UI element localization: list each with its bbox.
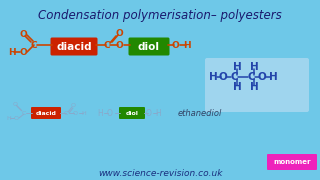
Text: O: O (146, 109, 152, 118)
FancyBboxPatch shape (267, 154, 317, 170)
Text: H: H (82, 111, 86, 116)
Text: O: O (171, 40, 179, 50)
Text: O: O (20, 48, 28, 57)
Text: H: H (155, 109, 161, 118)
Text: O: O (14, 116, 19, 120)
Text: H: H (233, 82, 241, 92)
Text: C: C (22, 111, 26, 116)
FancyBboxPatch shape (205, 58, 309, 112)
Text: O: O (115, 40, 123, 50)
Text: O: O (70, 102, 76, 107)
Text: H: H (233, 62, 241, 72)
Text: O: O (19, 30, 27, 39)
Text: ethanediol: ethanediol (178, 109, 222, 118)
Text: diacid: diacid (36, 111, 56, 116)
Text: www.science-revision.co.uk: www.science-revision.co.uk (98, 168, 222, 177)
Text: H: H (183, 40, 191, 50)
Text: H: H (250, 62, 258, 72)
FancyBboxPatch shape (129, 37, 170, 55)
Text: H: H (6, 116, 11, 120)
Text: monomer: monomer (273, 159, 311, 165)
Text: O: O (258, 72, 266, 82)
FancyBboxPatch shape (119, 107, 145, 119)
Text: H: H (250, 82, 258, 92)
FancyBboxPatch shape (31, 107, 61, 119)
Text: diol: diol (125, 111, 139, 116)
Text: H: H (209, 72, 217, 82)
Text: C: C (104, 40, 110, 50)
Text: O: O (107, 109, 113, 118)
Text: O: O (219, 72, 228, 82)
Text: O: O (115, 28, 123, 37)
Text: C: C (31, 40, 37, 50)
Text: diacid: diacid (56, 42, 92, 52)
FancyBboxPatch shape (51, 37, 98, 55)
Text: C: C (230, 72, 238, 82)
Text: Condensation polymerisation– polyesters: Condensation polymerisation– polyesters (38, 9, 282, 22)
Text: H: H (8, 48, 16, 57)
Text: H: H (268, 72, 277, 82)
Text: H: H (97, 109, 103, 118)
Text: O: O (73, 111, 77, 116)
Text: C: C (64, 111, 68, 116)
Text: diol: diol (138, 42, 160, 52)
Text: O: O (12, 102, 18, 107)
Text: C: C (247, 72, 255, 82)
